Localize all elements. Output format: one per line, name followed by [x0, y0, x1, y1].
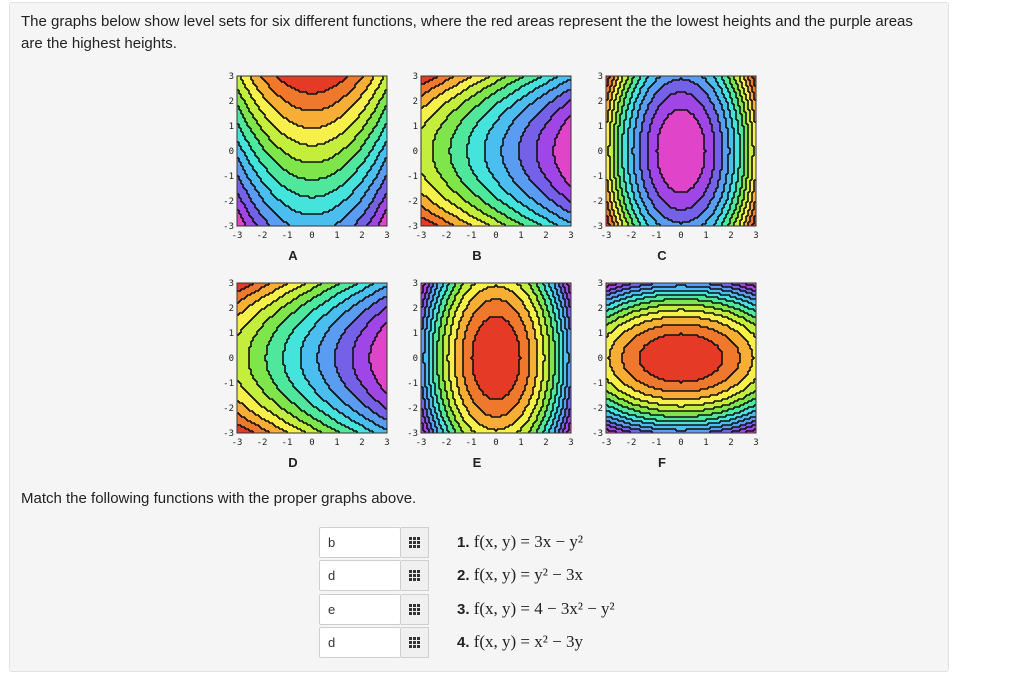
intro-text: The graphs below show level sets for six…: [21, 11, 931, 55]
graph-label-c: C: [642, 248, 682, 263]
question-panel: The graphs below show level sets for six…: [9, 2, 949, 672]
graph-d: -3 -3 -2 -2 -1 -1 0 0 1 1 2 2 3 3: [215, 279, 393, 449]
function-4: 4. f(x, y) = x² − 3y: [457, 632, 583, 652]
function-1: 1. f(x, y) = 3x − y²: [457, 532, 583, 552]
function-3: 3. f(x, y) = 4 − 3x² − y²: [457, 599, 615, 619]
keypad-grid-icon[interactable]: [401, 594, 429, 625]
answer-input-1[interactable]: [319, 527, 401, 558]
answer-input-3[interactable]: [319, 594, 401, 625]
function-2: 2. f(x, y) = y² − 3x: [457, 565, 583, 585]
graph-c: -3 -3 -2 -2 -1 -1 0 0 1 1 2 2 3 3: [584, 72, 762, 242]
graph-label-d: D: [273, 455, 313, 470]
answer-input-2[interactable]: [319, 560, 401, 591]
graph-f: -3 -3 -2 -2 -1 -1 0 0 1 1 2 2 3 3: [584, 279, 762, 449]
keypad-grid-icon[interactable]: [401, 527, 429, 558]
graph-label-f: F: [642, 455, 682, 470]
graph-label-b: B: [457, 248, 497, 263]
graph-label-a: A: [273, 248, 313, 263]
graph-e: -3 -3 -2 -2 -1 -1 0 0 1 1 2 2 3 3: [399, 279, 577, 449]
match-prompt: Match the following functions with the p…: [21, 490, 416, 507]
graph-b: -3 -3 -2 -2 -1 -1 0 0 1 1 2 2 3 3: [399, 72, 577, 242]
graph-label-e: E: [457, 455, 497, 470]
answer-input-4[interactable]: [319, 627, 401, 658]
keypad-grid-icon[interactable]: [401, 560, 429, 591]
graph-a: -3 -3 -2 -2 -1 -1 0 0 1 1 2 2 3 3: [215, 72, 393, 242]
keypad-grid-icon[interactable]: [401, 627, 429, 658]
